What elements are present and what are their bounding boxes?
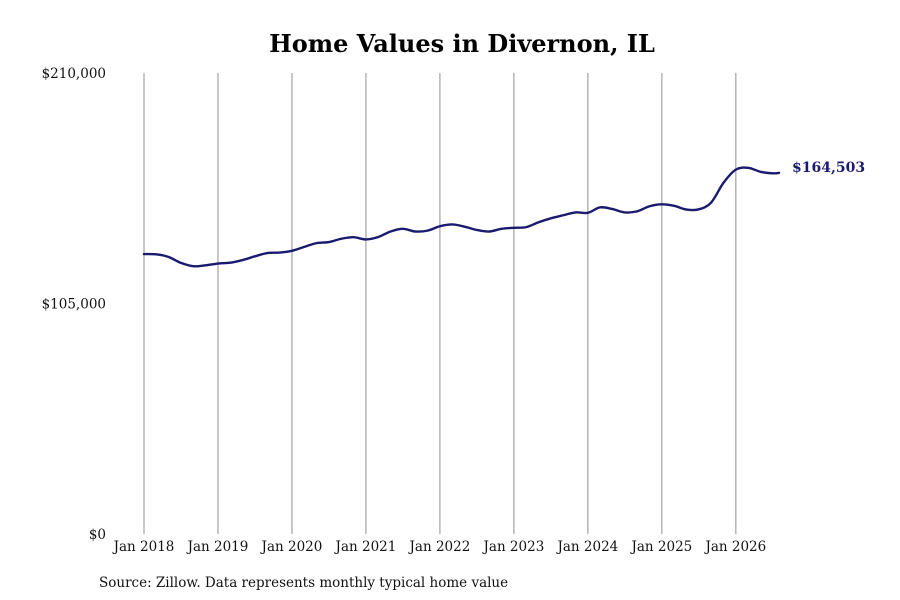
chart-title: Home Values in Divernon, IL [269,29,655,58]
vertical-gridlines [143,73,737,534]
home-value-line [142,166,781,268]
latest-value-label: $164,503 [792,160,865,176]
y-tick-label: $0 [89,527,106,543]
x-tick-label: Jan 2021 [334,539,397,555]
x-tick-label: Jan 2024 [555,539,618,555]
series-layer [142,166,781,268]
y-tick-label: $105,000 [42,297,106,313]
y-axis-tick-labels: $0 $105,000 $210,000 [42,66,106,543]
x-tick-label: Jan 2022 [408,539,471,555]
x-tick-label: Jan 2025 [629,539,692,555]
y-tick-label: $210,000 [42,66,106,82]
x-tick-label: Jan 2020 [260,539,323,555]
x-tick-label: Jan 2023 [481,539,544,555]
x-tick-label: Jan 2026 [703,539,766,555]
x-tick-label: Jan 2018 [112,539,175,555]
source-note: Source: Zillow. Data represents monthly … [99,575,508,591]
x-axis-tick-labels: Jan 2018 Jan 2019 Jan 2020 Jan 2021 Jan 2022… [112,539,767,555]
x-tick-label: Jan 2019 [186,539,249,555]
